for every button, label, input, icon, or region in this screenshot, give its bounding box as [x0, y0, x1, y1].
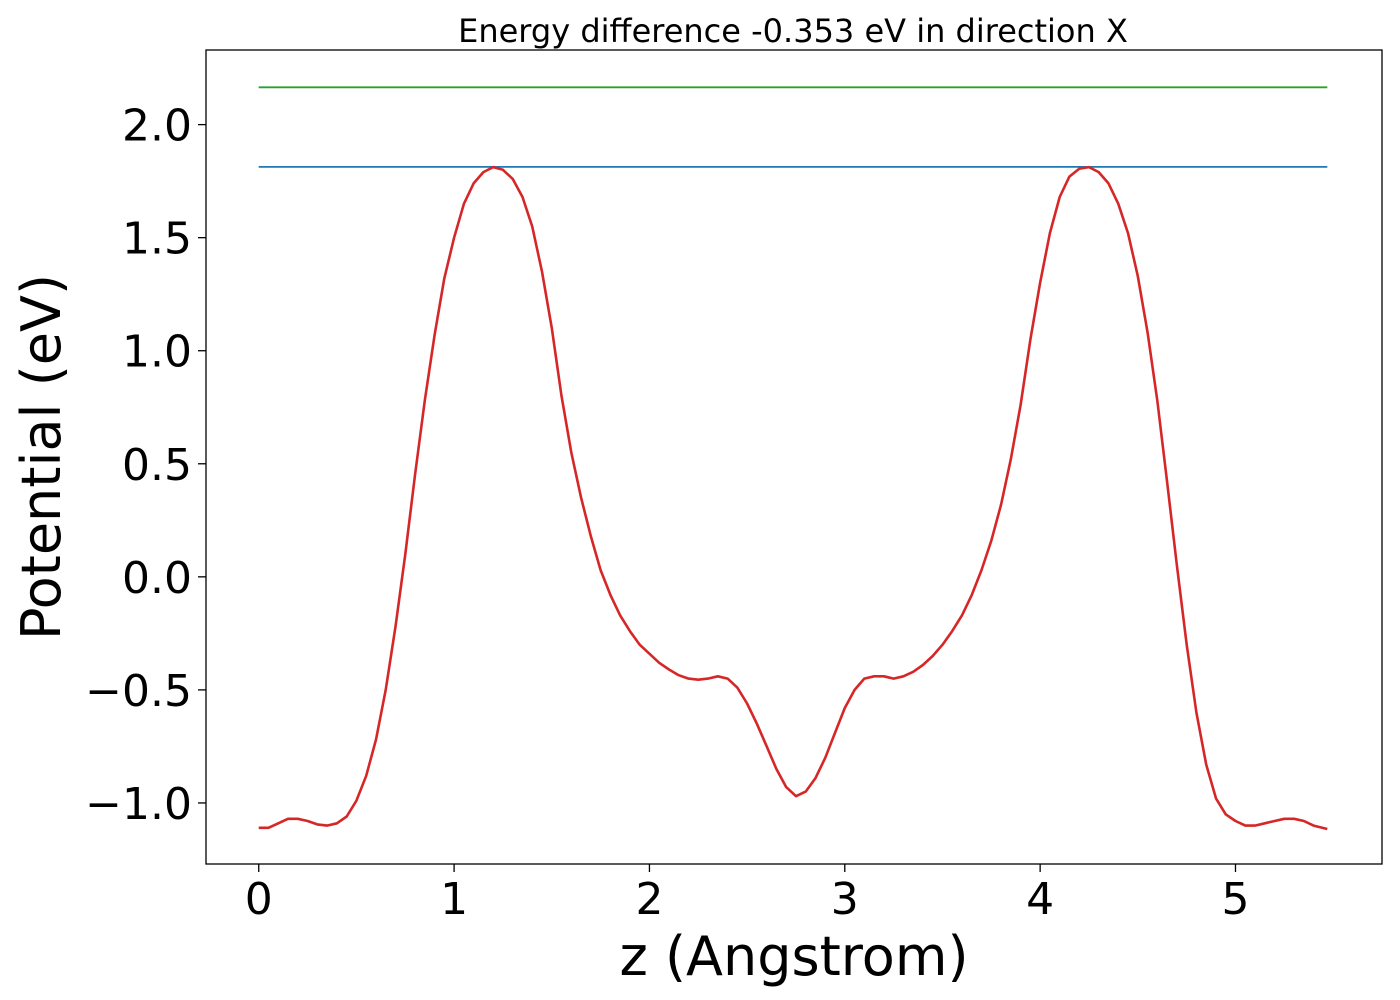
- y-tick-label: 1.0: [122, 327, 192, 378]
- plot-frame: [205, 49, 1383, 865]
- y-tick-label: 2.0: [122, 101, 192, 152]
- x-tick-label: 5: [1221, 874, 1249, 925]
- x-axis: 0 1 2 3 4 5: [245, 864, 1249, 925]
- x-tick-label: 4: [1026, 874, 1054, 925]
- y-tick-label: −1.0: [85, 779, 192, 830]
- x-tick-label: 1: [440, 874, 468, 925]
- y-tick-label: 1.5: [122, 214, 192, 265]
- y-axis: −1.0 −0.5 0.0 0.5 1.0 1.5 2.0: [85, 101, 206, 830]
- y-tick-label: 0.5: [122, 440, 192, 491]
- x-tick-label: 3: [831, 874, 859, 925]
- chart-title: Energy difference -0.353 eV in direction…: [458, 12, 1128, 50]
- x-axis-label: z (Angstrom): [619, 925, 968, 988]
- y-tick-label: 0.0: [122, 553, 192, 604]
- y-axis-label: Potential (eV): [10, 274, 73, 640]
- series-line-2: [258, 165, 1328, 831]
- x-tick-label: 2: [635, 874, 663, 925]
- x-tick-label: 0: [245, 874, 273, 925]
- y-tick-label: −0.5: [85, 666, 192, 717]
- plot-lines: [258, 86, 1328, 831]
